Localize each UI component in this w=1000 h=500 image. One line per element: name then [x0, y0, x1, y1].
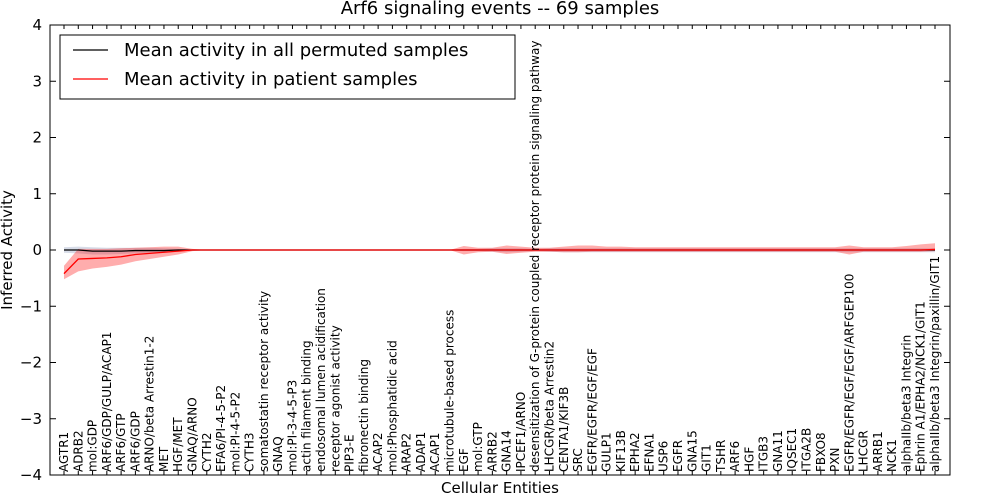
x-tick-label: AGTR1 [57, 432, 71, 472]
x-tick-label: HGF/MET [171, 417, 185, 472]
x-tick-label: GNAQ [271, 436, 285, 472]
x-tick-label: ARF6/GTP [114, 413, 128, 472]
x-tick-label: LHCGR [857, 430, 871, 472]
x-tick-label: ARF6 [728, 441, 742, 472]
x-tick-label: EGFR/EGFR/EGF/EGF/ARFGEP100 [842, 274, 856, 472]
y-tick-label: 4 [32, 16, 42, 34]
x-tick-label: EGF [457, 448, 471, 472]
x-tick-label: FBXO8 [814, 432, 828, 472]
patient-confidence-band [64, 243, 935, 280]
x-tick-label: PIP3-E [343, 434, 357, 472]
x-tick-label: GNA14 [500, 430, 514, 472]
x-tick-label: PXN [828, 448, 842, 472]
x-tick-label: ACAP2 [371, 433, 385, 472]
x-tick-label: somatostatin receptor activity [257, 291, 271, 472]
x-tick-label: alphaIIb/beta3 Integrin/paxillin/GIT1 [928, 256, 942, 472]
x-tick-label: HGF [742, 447, 756, 472]
x-tick-label: endosomal lumen acidification [314, 288, 328, 472]
y-tick-label: 2 [32, 129, 42, 147]
y-tick-label: 3 [32, 72, 42, 90]
y-tick-label: −4 [20, 466, 42, 484]
x-tick-label: GNA11 [771, 430, 785, 472]
x-tick-label: ARAP2 [400, 433, 414, 472]
x-tick-label: NCK1 [885, 439, 899, 472]
x-tick-label: actin filament binding [300, 340, 314, 472]
plot-area-frame [49, 24, 951, 476]
x-tick-label: ACAP1 [428, 433, 442, 472]
x-tick-label: EGFR [671, 440, 685, 472]
x-tick-label: TSHR [714, 440, 728, 473]
x-tick-label: mol:PI-4-5-P2 [228, 392, 242, 472]
x-tick-label: EGFR/EGFR/EGF/EGF [585, 348, 599, 472]
y-tick-label: −2 [20, 354, 42, 372]
x-tick-label: receptor agonist activity [328, 325, 342, 472]
x-tick-label: mol:PI-3-4-5-P3 [285, 380, 299, 472]
legend-box [59, 34, 516, 100]
x-tick-label: USP6 [657, 441, 671, 472]
legend-label: Mean activity in patient samples [124, 69, 418, 90]
x-tick-label: fibronectin binding [357, 359, 371, 472]
x-tick-label: GNA15 [685, 430, 699, 472]
patient-mean-line [63, 248, 936, 275]
x-tick-label: IPCEF1/ARNO [514, 392, 528, 472]
y-tick-label: 0 [32, 241, 42, 259]
x-tick-label: LHCGR/beta Arrestin2 [542, 341, 556, 472]
x-axis-label: Cellular Entities [441, 479, 559, 497]
legend-label: Mean activity in all permuted samples [124, 40, 468, 61]
x-tick-label: IQSEC1 [785, 428, 799, 472]
x-tick-label: GIT1 [700, 444, 714, 472]
x-tick-label: desensitization of G-protein coupled rec… [528, 41, 542, 472]
x-tick-label: ARF6/GDP/GULP/ACAP1 [100, 332, 114, 472]
x-tick-label: microtubule-based process [443, 310, 457, 472]
x-tick-label: Ephrin A1/EPHA2/NCK1/GIT1 [914, 301, 928, 472]
x-tick-label: mol:GTP [471, 422, 485, 472]
x-tick-label: ADAP1 [414, 432, 428, 472]
x-tick-label: ARF6/GDP [128, 411, 142, 472]
legend: Mean activity in all permuted samples Mea… [59, 34, 516, 100]
x-tick-label: KIF13B [614, 430, 628, 472]
x-tick-label: ITGB3 [757, 436, 771, 472]
x-tick-label: MET [157, 446, 171, 472]
x-tick-label: ADRB2 [71, 430, 85, 472]
y-tick-label: 1 [32, 185, 42, 203]
x-tick-label: EPHA2 [628, 432, 642, 472]
x-tick-label: GNAQ/ARNO [186, 397, 200, 472]
x-tick-label: EFNA1 [642, 433, 656, 472]
x-tick-label: EFA6/PI-4-5-P2 [214, 385, 228, 472]
x-tick-label: SRC [571, 448, 585, 472]
x-tick-label: alphaIIb/beta3 Integrin [899, 335, 913, 472]
x-tick-label: ITGA2B [799, 428, 813, 472]
y-axis-label: Inferred Activity [0, 190, 16, 310]
x-tick-label: ARRB1 [871, 431, 885, 472]
x-tick-label: CYTH3 [243, 433, 257, 473]
x-tick-label: GULP1 [600, 432, 614, 472]
chart-title: Arf6 signaling events -- 69 samples [341, 0, 660, 19]
x-tick-label: CYTH2 [200, 433, 214, 473]
x-tick-label: CENTA1/KIF3B [557, 387, 571, 472]
y-tick-label: −3 [20, 410, 42, 428]
x-tick-label: ARRB2 [485, 431, 499, 472]
y-tick-label: −1 [20, 297, 42, 315]
x-tick-label: mol:Phosphatidic acid [385, 340, 399, 472]
x-tick-label: ARNO/beta Arrestin1-2 [143, 336, 157, 472]
x-tick-label: mol:GDP [86, 420, 100, 472]
